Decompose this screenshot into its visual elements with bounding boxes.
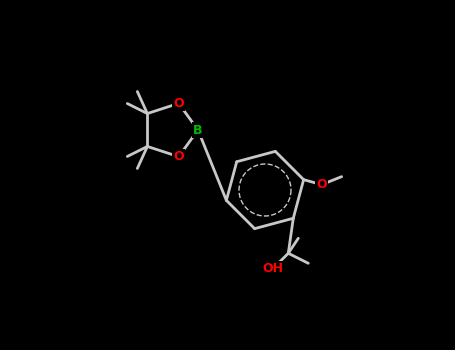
Text: B: B — [193, 124, 203, 136]
Text: O: O — [316, 178, 327, 191]
Text: OH: OH — [263, 262, 284, 275]
Text: O: O — [173, 150, 184, 163]
Text: O: O — [173, 97, 184, 110]
